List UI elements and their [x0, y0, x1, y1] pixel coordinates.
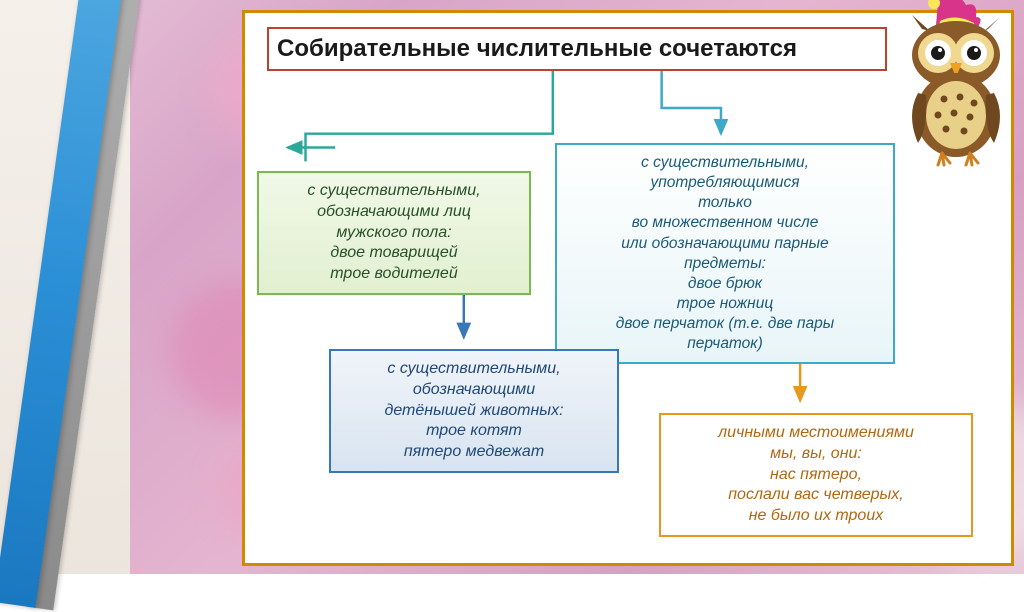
node-plural-nouns: с существительными,употребляющимисятольк… — [555, 143, 895, 364]
main-diagram-panel: Собирательные числительные сочетаются с … — [242, 10, 1014, 566]
owl-icon — [888, 0, 1023, 170]
diagram-title: Собирательные числительные сочетаются — [267, 27, 887, 71]
node-pronouns: личными местоимениямимы, вы, они:нас пят… — [659, 413, 973, 537]
node-animal-young: с существительными,обозначающимидетёныше… — [329, 349, 619, 473]
node-masculine-nouns: с существительными,обозначающими лицмужс… — [257, 171, 531, 295]
left-decoration-panel — [0, 0, 130, 574]
diagonal-bars — [0, 0, 152, 612]
